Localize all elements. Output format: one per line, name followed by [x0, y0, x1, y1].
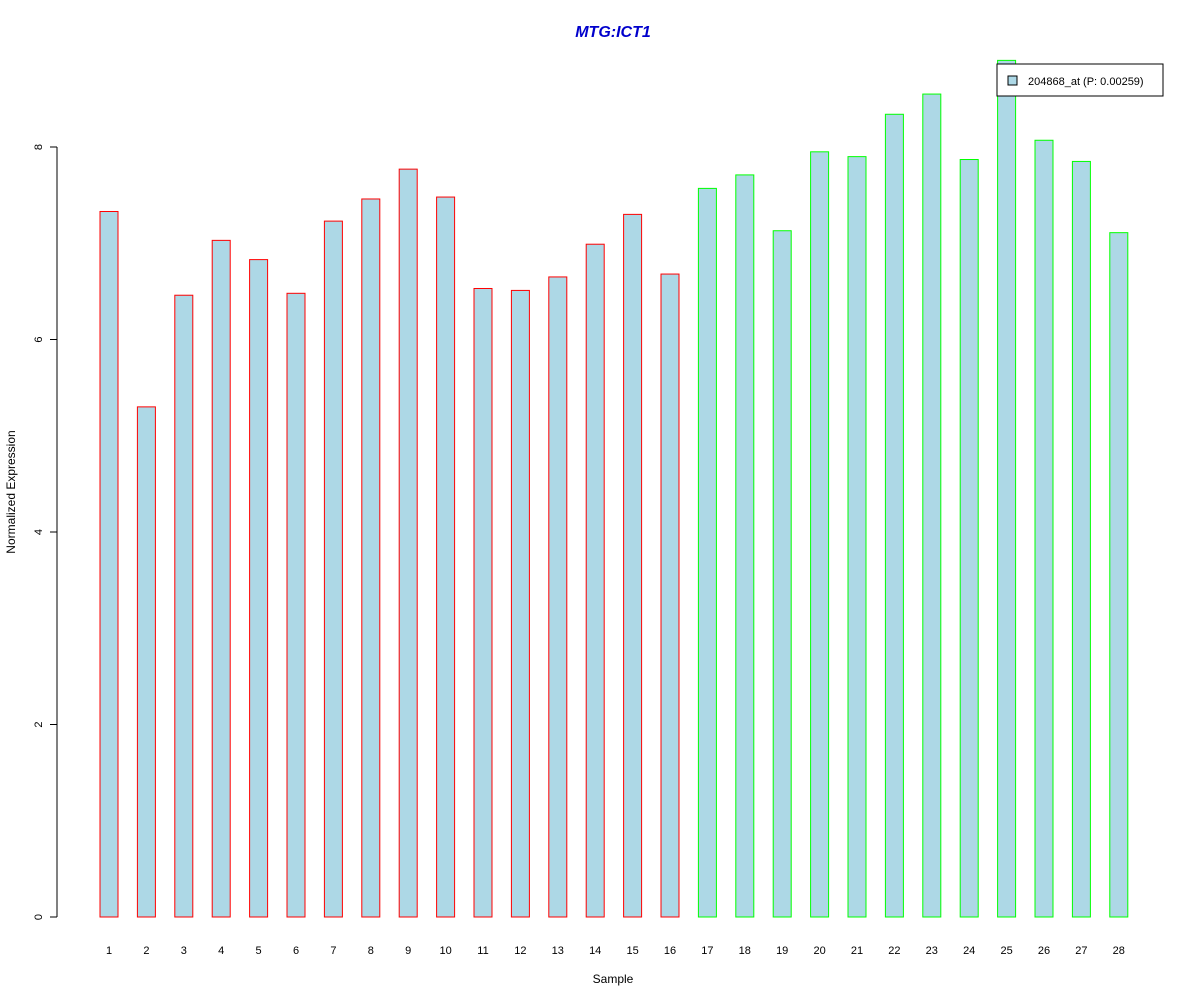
bar-sample-26: [1034, 139, 1054, 918]
legend-label: 204868_at (P: 0.00259): [1028, 76, 1144, 88]
x-tick-label: 26: [1038, 945, 1050, 957]
bar-sample-19: [772, 230, 792, 918]
y-axis-label: Normalized Expression: [4, 430, 18, 553]
y-tick-label: 2: [33, 721, 45, 727]
x-tick-label: 18: [739, 945, 751, 957]
x-tick-label: 14: [589, 945, 601, 957]
y-tick-label: 4: [33, 529, 45, 535]
x-tick-label: 25: [1000, 945, 1012, 957]
x-tick-label: 6: [293, 945, 299, 957]
bar-sample-3: [174, 294, 194, 918]
x-tick-label: 20: [813, 945, 825, 957]
x-tick-label: 9: [405, 945, 411, 957]
x-tick-label: 3: [181, 945, 187, 957]
bar-sample-6: [286, 292, 306, 918]
bar-sample-4: [211, 239, 231, 918]
y-tick-label: 6: [33, 336, 45, 342]
legend-swatch: [1007, 75, 1018, 86]
bar-sample-22: [884, 113, 904, 918]
y-axis: 0 2 4 6 8: [33, 144, 58, 920]
bar-sample-12: [510, 289, 530, 918]
bar-sample-15: [623, 213, 643, 918]
x-tick-label: 16: [664, 945, 676, 957]
x-tick-label: 2: [143, 945, 149, 957]
bar-sample-24: [959, 159, 979, 918]
bar-sample-14: [585, 243, 605, 918]
bar-sample-11: [473, 287, 493, 918]
bar-sample-16: [660, 273, 680, 918]
x-tick-label: 23: [926, 945, 938, 957]
bar-sample-5: [249, 259, 269, 918]
x-tick-label: 13: [552, 945, 564, 957]
x-tick-label: 27: [1075, 945, 1087, 957]
x-tick-label: 24: [963, 945, 975, 957]
bar-sample-9: [398, 168, 418, 918]
x-tick-label: 19: [776, 945, 788, 957]
x-tick-label: 5: [256, 945, 262, 957]
bar-sample-20: [810, 151, 830, 918]
x-tick-label: 28: [1113, 945, 1125, 957]
x-tick-label: 7: [330, 945, 336, 957]
bar-sample-2: [136, 406, 156, 918]
bar-sample-18: [735, 174, 755, 918]
x-tick-label: 21: [851, 945, 863, 957]
x-tick-label: 15: [626, 945, 638, 957]
x-tick-label: 17: [701, 945, 713, 957]
y-tick-label: 0: [33, 914, 45, 920]
chart-title: MTG:ICT1: [575, 24, 651, 41]
bar-sample-1: [99, 210, 119, 918]
x-axis-label: Sample: [593, 972, 634, 986]
bar-sample-23: [922, 93, 942, 918]
bar-sample-28: [1109, 232, 1129, 918]
bar-sample-8: [361, 198, 381, 918]
x-tick-label: 11: [477, 945, 488, 957]
x-tick-label: 22: [888, 945, 900, 957]
legend-box: [996, 63, 1164, 97]
bar-sample-13: [548, 276, 568, 918]
bar-sample-25: [997, 59, 1017, 918]
x-tick-label: 1: [106, 945, 112, 957]
x-tick-label: 10: [439, 945, 451, 957]
bars: [99, 59, 1129, 918]
x-tick-label: 12: [514, 945, 526, 957]
y-tick-label: 8: [33, 144, 45, 150]
x-axis-tick-labels: 1 2 3 4 5 6 7 8 9 10 11 12 13 14 15 16 17 18 19 20 21 22 23 24 2…: [106, 945, 1125, 957]
legend: 204868_at (P: 0.00259): [996, 63, 1164, 97]
bar-sample-27: [1071, 160, 1091, 918]
x-tick-label: 4: [218, 945, 224, 957]
bar-sample-21: [847, 156, 867, 918]
bar-sample-7: [323, 220, 343, 918]
x-tick-label: 8: [368, 945, 374, 957]
bar-sample-10: [436, 196, 456, 918]
bar-sample-17: [697, 187, 717, 918]
